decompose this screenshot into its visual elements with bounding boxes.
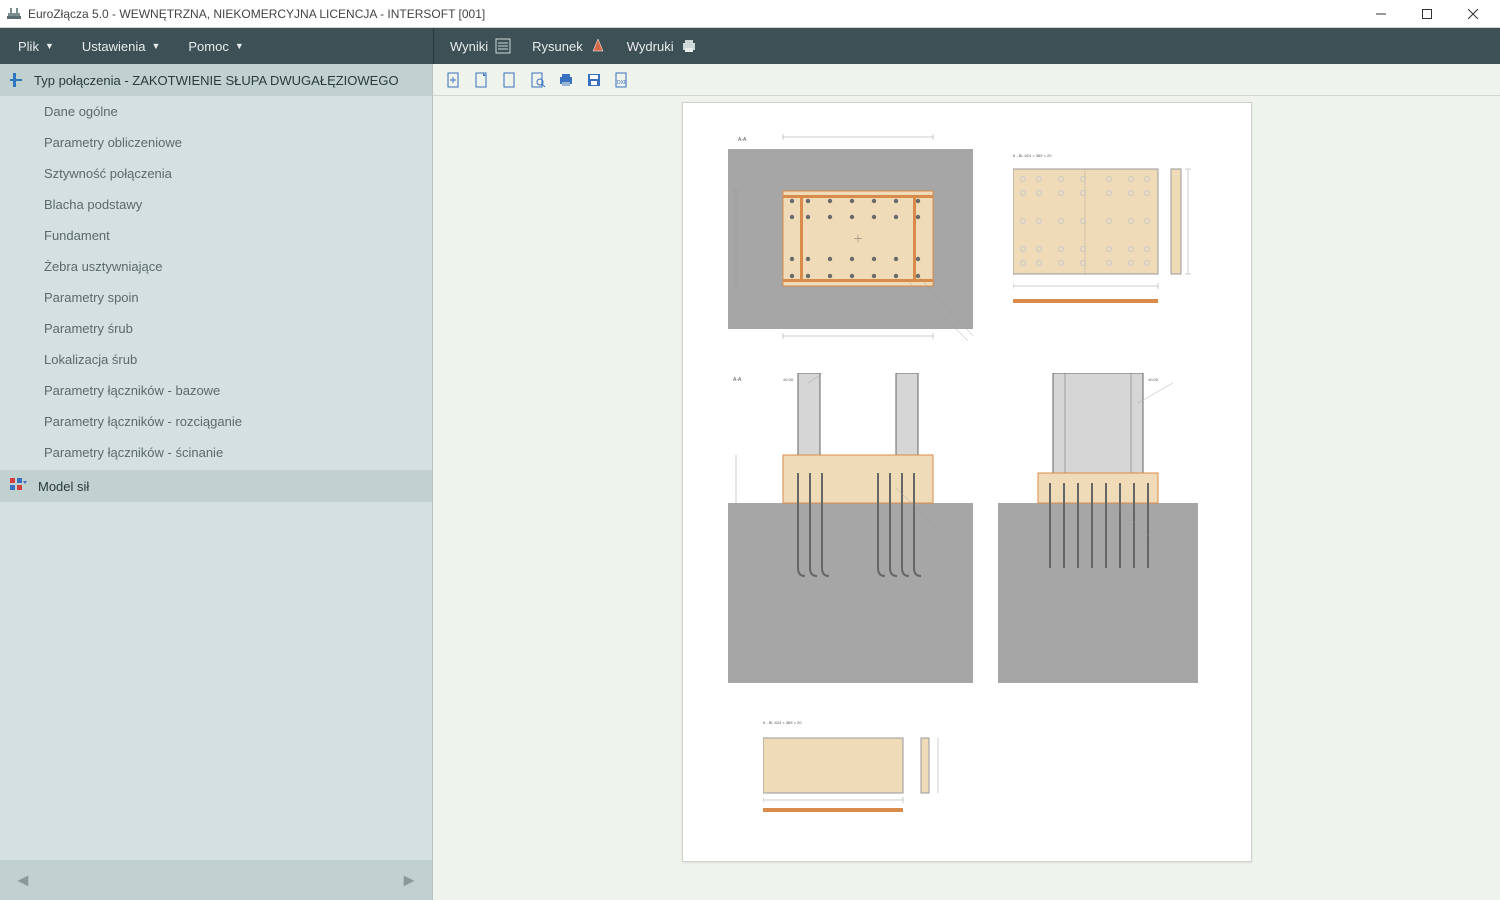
menu-ustawienia[interactable]: Ustawienia▼ [72, 33, 171, 60]
menu-bar-left: Plik▼ Ustawienia▼ Pomoc▼ [0, 28, 433, 64]
page-blank-icon[interactable] [501, 71, 519, 89]
caret-down-icon: ▼ [45, 41, 54, 51]
canvas-toolbar: DXF [433, 64, 1500, 96]
nav-item-7[interactable]: Parametry śrub [0, 313, 432, 344]
nav-list: Dane ogólneParametry obliczenioweSztywno… [0, 96, 432, 468]
sidebar-header-label: Typ połączenia - ZAKOTWIENIE SŁUPA DWUGA… [34, 73, 399, 88]
svg-text:6 - Bl. 624 × 369 × 20: 6 - Bl. 624 × 369 × 20 [1013, 153, 1052, 158]
svg-text:6 - Bl. 624 × 369 × 20: 6 - Bl. 624 × 369 × 20 [763, 720, 802, 725]
svg-text:±0.00: ±0.00 [783, 377, 794, 382]
toolbar-rysunek[interactable]: Rysunek [526, 33, 613, 59]
svg-text:DXF: DXF [617, 80, 627, 86]
window-controls [1358, 0, 1496, 28]
connection-type-icon [10, 72, 26, 88]
sidebar: Typ połączenia - ZAKOTWIENIE SŁUPA DWUGA… [0, 64, 433, 900]
nav-item-11[interactable]: Parametry łączników - ścinanie [0, 437, 432, 468]
menu-plik[interactable]: Plik▼ [8, 33, 64, 60]
toolbar-wyniki[interactable]: Wyniki [444, 33, 518, 59]
caret-down-icon: ▼ [235, 41, 244, 51]
nav-item-9[interactable]: Parametry łączników - bazowe [0, 375, 432, 406]
nav-item-6[interactable]: Parametry spoin [0, 282, 432, 313]
nav-item-0[interactable]: Dane ogólne [0, 96, 432, 127]
window-title: EuroZłącza 5.0 - WEWNĘTRZNA, NIEKOMERCYJ… [28, 7, 1358, 21]
nav-item-2[interactable]: Sztywność połączenia [0, 158, 432, 189]
close-button[interactable] [1450, 0, 1496, 28]
results-icon [494, 37, 512, 55]
app-icon [6, 6, 22, 22]
dxf-icon[interactable]: DXF [613, 71, 631, 89]
nav-item-3[interactable]: Blacha podstawy [0, 189, 432, 220]
save-icon[interactable] [585, 71, 603, 89]
canvas-area: DXF A-A 6 - Bl. 624 × 369 × 20 A-A ±0.00 ±0.… [433, 64, 1500, 900]
print-icon [680, 37, 698, 55]
title-bar: EuroZłącza 5.0 - WEWNĘTRZNA, NIEKOMERCYJ… [0, 0, 1500, 28]
nav-item-5[interactable]: Żebra usztywniające [0, 251, 432, 282]
drawing-page: A-A 6 - Bl. 624 × 369 × 20 A-A ±0.00 ±0.00 6 … [682, 102, 1252, 862]
page-search-icon[interactable] [529, 71, 547, 89]
nav-item-10[interactable]: Parametry łączników - rozciąganie [0, 406, 432, 437]
next-arrow-icon[interactable]: ► [400, 870, 418, 891]
svg-text:A-A: A-A [733, 377, 742, 383]
svg-text:±0.00: ±0.00 [1148, 377, 1159, 382]
minimize-button[interactable] [1358, 0, 1404, 28]
canvas-viewport[interactable]: A-A 6 - Bl. 624 × 369 × 20 A-A ±0.00 ±0.00 6 … [433, 96, 1500, 900]
prev-arrow-icon[interactable]: ◄ [14, 870, 32, 891]
svg-text:A-A: A-A [738, 137, 747, 143]
sidebar-section-model[interactable]: Model sił [0, 470, 432, 502]
caret-down-icon: ▼ [151, 41, 160, 51]
nav-item-1[interactable]: Parametry obliczeniowe [0, 127, 432, 158]
maximize-button[interactable] [1404, 0, 1450, 28]
printer-icon[interactable] [557, 71, 575, 89]
menu-pomoc[interactable]: Pomoc▼ [178, 33, 253, 60]
drawing-icon [589, 37, 607, 55]
page-icon[interactable] [473, 71, 491, 89]
forces-model-icon [10, 478, 28, 494]
sidebar-header[interactable]: Typ połączenia - ZAKOTWIENIE SŁUPA DWUGA… [0, 64, 432, 96]
new-page-icon[interactable] [445, 71, 463, 89]
sidebar-footer: ◄ ► [0, 860, 432, 900]
toolbar-wydruki[interactable]: Wydruki [621, 33, 704, 59]
sidebar-section-label: Model sił [38, 479, 89, 494]
menu-bar-right: Wyniki Rysunek Wydruki [433, 28, 1500, 64]
nav-item-8[interactable]: Lokalizacja śrub [0, 344, 432, 375]
menu-bar: Plik▼ Ustawienia▼ Pomoc▼ Wyniki Rysunek Wydr… [0, 28, 1500, 64]
nav-item-4[interactable]: Fundament [0, 220, 432, 251]
